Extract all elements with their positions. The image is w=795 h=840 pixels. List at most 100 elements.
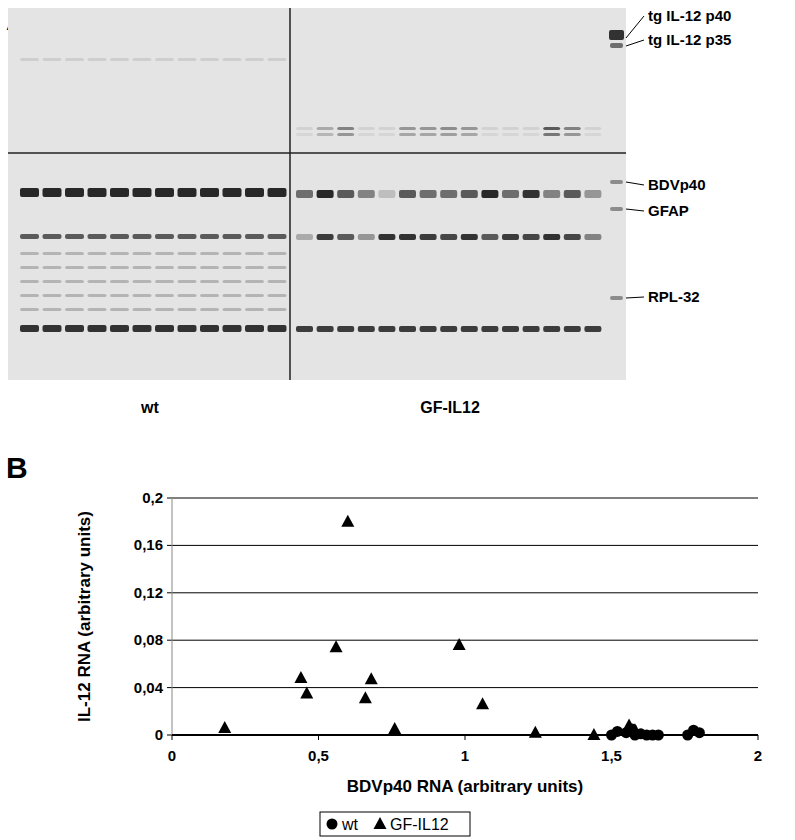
band [481, 133, 498, 136]
band [584, 326, 601, 332]
band [178, 308, 197, 311]
band [609, 30, 624, 40]
band [20, 252, 39, 255]
point [294, 671, 307, 683]
band [399, 326, 416, 332]
band [523, 133, 540, 136]
point [218, 721, 231, 733]
band [245, 188, 264, 197]
band [133, 266, 152, 269]
band [268, 58, 287, 61]
band [43, 58, 62, 61]
band [461, 326, 478, 332]
band [420, 326, 437, 332]
tick-label: 1,5 [601, 747, 622, 764]
band [543, 326, 560, 332]
band [20, 280, 39, 283]
band [200, 308, 219, 311]
band [155, 188, 174, 197]
point [330, 640, 343, 652]
band [584, 190, 601, 198]
band [200, 188, 219, 197]
legend-label: GF-IL12 [390, 816, 449, 833]
band [65, 266, 84, 269]
axes: 00,040,080,120,160,200,511,52 [134, 489, 762, 764]
tick [167, 640, 172, 641]
tick [167, 498, 172, 499]
band [178, 252, 197, 255]
band [317, 133, 334, 136]
grid-line [172, 592, 758, 593]
band [440, 326, 457, 332]
band [178, 294, 197, 297]
band [88, 294, 107, 297]
legend-marker [374, 817, 387, 829]
band [245, 325, 264, 332]
tick [318, 735, 319, 740]
legend: wt GF-IL12 [320, 812, 470, 836]
band [88, 308, 107, 311]
point [694, 727, 705, 738]
band [223, 188, 242, 197]
band [268, 325, 287, 332]
legend-marker [327, 819, 338, 830]
band [65, 188, 84, 197]
band [584, 133, 601, 136]
band [481, 190, 498, 198]
band-label: RPL-32 [648, 288, 700, 305]
band [43, 252, 62, 255]
band [564, 190, 581, 198]
band [245, 266, 264, 269]
band [155, 58, 174, 61]
gel-divider [8, 152, 626, 154]
band [110, 266, 129, 269]
point [300, 687, 313, 699]
point [529, 726, 542, 738]
band [223, 280, 242, 283]
tick [167, 687, 172, 688]
band [296, 326, 313, 332]
band [43, 308, 62, 311]
band [200, 234, 219, 239]
band [20, 325, 39, 332]
label-leader [626, 40, 644, 46]
band [200, 58, 219, 61]
band [178, 325, 197, 332]
band [223, 266, 242, 269]
band [110, 308, 129, 311]
grid-line [172, 640, 758, 641]
band [88, 252, 107, 255]
band-label: tg IL-12 p40 [648, 7, 731, 24]
point [359, 691, 372, 703]
band [543, 133, 560, 136]
label-leader [626, 16, 644, 38]
band [245, 280, 264, 283]
grid-line [172, 687, 758, 688]
band [543, 127, 560, 130]
tick-label: 0,12 [134, 584, 163, 601]
band [337, 326, 354, 332]
band [420, 133, 437, 136]
band [358, 127, 375, 130]
band [268, 252, 287, 255]
band [317, 127, 334, 130]
band [43, 325, 62, 332]
band [200, 252, 219, 255]
band [440, 127, 457, 130]
axis-title: IL-12 RNA (arbitrary units) [75, 511, 94, 722]
band [461, 234, 478, 240]
band [133, 58, 152, 61]
legend-label: wt [341, 816, 359, 833]
band [461, 133, 478, 136]
band [133, 308, 152, 311]
band [110, 325, 129, 332]
band [110, 294, 129, 297]
band [20, 294, 39, 297]
band [178, 188, 197, 197]
band [65, 234, 84, 239]
band [378, 234, 395, 240]
band [610, 296, 623, 300]
band [88, 280, 107, 283]
band [523, 326, 540, 332]
band [502, 234, 519, 240]
